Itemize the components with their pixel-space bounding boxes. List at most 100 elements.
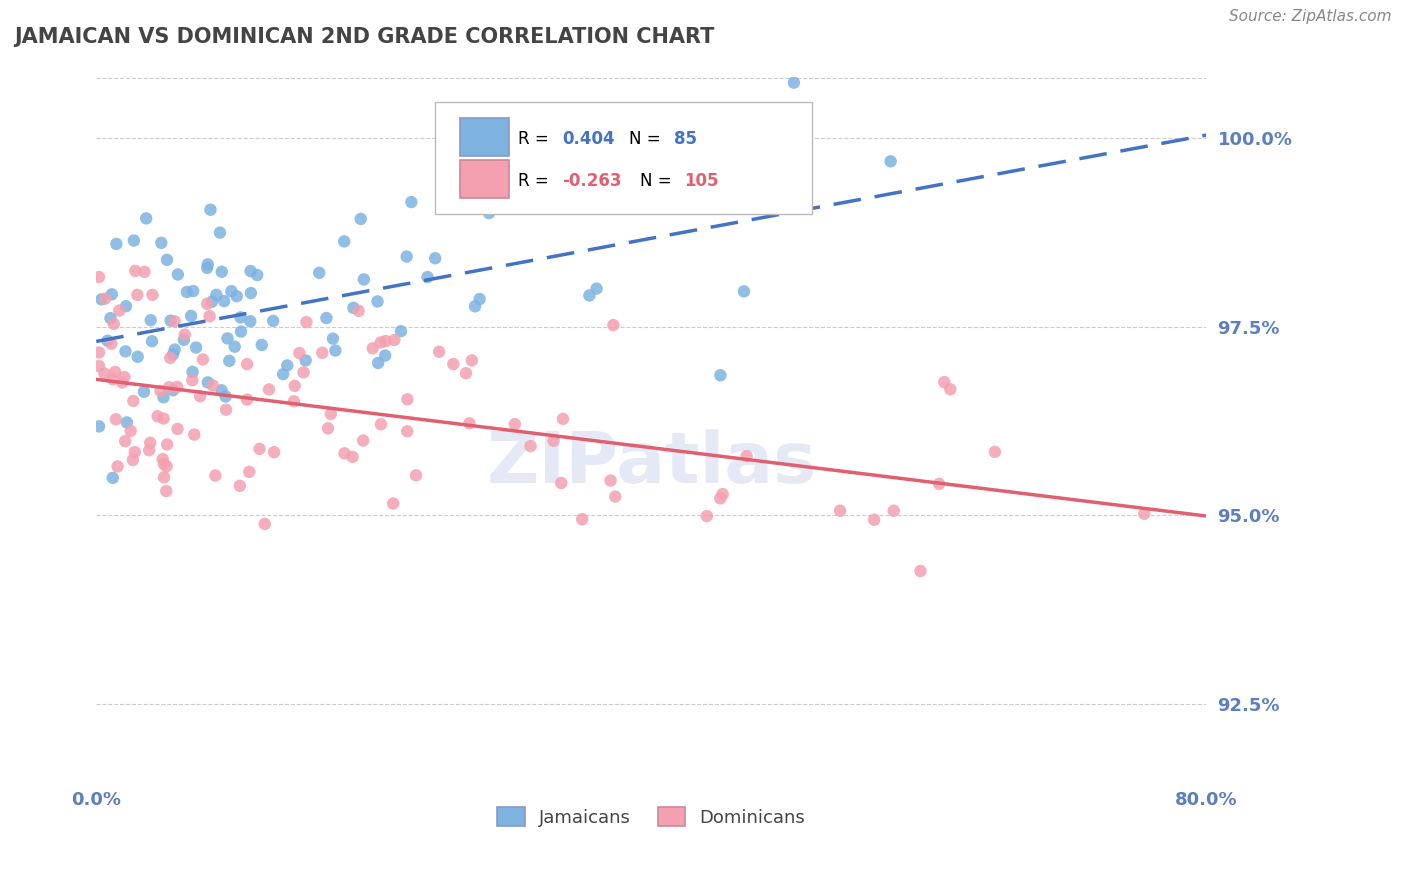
Point bbox=[543, 434, 565, 448]
Point bbox=[585, 190, 607, 204]
Point bbox=[181, 373, 204, 387]
Point bbox=[162, 383, 184, 397]
Point bbox=[229, 479, 252, 493]
Point bbox=[709, 368, 731, 383]
Point bbox=[188, 389, 211, 403]
Point bbox=[249, 442, 271, 456]
Point bbox=[183, 427, 205, 442]
Point bbox=[195, 297, 218, 311]
Point bbox=[585, 282, 607, 296]
Point bbox=[124, 445, 146, 459]
Point bbox=[311, 346, 333, 360]
Point bbox=[458, 417, 481, 431]
Legend: Jamaicans, Dominicans: Jamaicans, Dominicans bbox=[491, 800, 813, 834]
Point bbox=[114, 344, 136, 359]
Point bbox=[427, 344, 450, 359]
Point bbox=[201, 294, 224, 309]
Point bbox=[883, 504, 905, 518]
Point bbox=[162, 347, 184, 361]
Point bbox=[108, 303, 131, 318]
Point bbox=[288, 346, 311, 360]
Point bbox=[711, 487, 734, 501]
Point bbox=[333, 446, 356, 460]
Text: ZIPatlas: ZIPatlas bbox=[486, 429, 817, 498]
Point bbox=[139, 435, 162, 450]
Point bbox=[246, 268, 269, 282]
FancyBboxPatch shape bbox=[460, 161, 509, 198]
Point bbox=[939, 382, 962, 396]
Point bbox=[239, 264, 262, 278]
Point bbox=[114, 434, 136, 449]
Point bbox=[218, 354, 240, 368]
Point bbox=[295, 315, 318, 329]
Point bbox=[153, 470, 176, 484]
Point bbox=[103, 317, 125, 331]
Point bbox=[100, 336, 122, 351]
Point bbox=[115, 299, 138, 313]
Point bbox=[135, 211, 157, 226]
Point bbox=[215, 402, 238, 417]
Point bbox=[100, 311, 122, 326]
Point bbox=[879, 154, 901, 169]
Point bbox=[503, 417, 526, 432]
Point bbox=[132, 384, 155, 399]
Point bbox=[156, 252, 179, 267]
Point bbox=[200, 202, 222, 217]
Point bbox=[122, 234, 145, 248]
Point bbox=[205, 287, 228, 301]
Point bbox=[733, 285, 755, 299]
Point bbox=[342, 450, 364, 464]
Point bbox=[173, 333, 195, 347]
Point bbox=[342, 301, 364, 315]
Point bbox=[121, 453, 143, 467]
Point bbox=[863, 513, 886, 527]
Point bbox=[217, 331, 239, 345]
Point bbox=[783, 76, 806, 90]
Point bbox=[229, 310, 252, 325]
Point bbox=[322, 332, 344, 346]
Point bbox=[361, 342, 384, 356]
Point bbox=[150, 235, 173, 250]
Text: 105: 105 bbox=[685, 171, 718, 190]
Point bbox=[127, 350, 149, 364]
Point bbox=[181, 284, 204, 298]
Point bbox=[284, 379, 307, 393]
FancyBboxPatch shape bbox=[434, 102, 813, 214]
Point bbox=[382, 496, 405, 510]
Point bbox=[238, 465, 260, 479]
Point bbox=[115, 416, 138, 430]
Point bbox=[152, 411, 174, 425]
Point bbox=[87, 419, 110, 434]
Point bbox=[87, 345, 110, 359]
Point bbox=[830, 504, 852, 518]
Text: R =: R = bbox=[519, 129, 554, 147]
Text: 0.404: 0.404 bbox=[562, 129, 616, 147]
Point bbox=[101, 372, 124, 386]
Point bbox=[735, 449, 758, 463]
Point bbox=[201, 378, 224, 392]
Point bbox=[263, 445, 285, 459]
Point bbox=[173, 327, 195, 342]
Point bbox=[107, 459, 129, 474]
Point bbox=[101, 287, 124, 301]
Text: -0.263: -0.263 bbox=[562, 171, 621, 190]
Point bbox=[367, 356, 389, 370]
Point bbox=[696, 509, 718, 524]
Point bbox=[97, 334, 120, 348]
Point bbox=[114, 370, 136, 384]
Point bbox=[370, 417, 392, 432]
Point bbox=[239, 286, 262, 301]
Point bbox=[370, 335, 392, 350]
Point bbox=[468, 292, 491, 306]
Point bbox=[605, 490, 627, 504]
Text: Source: ZipAtlas.com: Source: ZipAtlas.com bbox=[1229, 9, 1392, 24]
Point bbox=[184, 341, 207, 355]
Point bbox=[262, 314, 284, 328]
Point bbox=[159, 351, 181, 365]
Point bbox=[180, 309, 202, 323]
Point bbox=[156, 459, 179, 474]
Point bbox=[350, 211, 373, 226]
Point bbox=[478, 206, 501, 220]
Point bbox=[105, 236, 128, 251]
Point bbox=[551, 412, 574, 426]
